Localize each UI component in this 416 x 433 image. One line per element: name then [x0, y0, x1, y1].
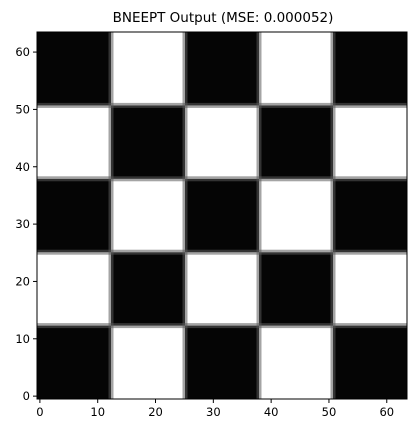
- vertical-edge-band: [330, 32, 336, 399]
- x-tick-label: 10: [90, 405, 105, 419]
- cell-edge-blur: [37, 32, 407, 399]
- heatmap-image: [37, 32, 407, 399]
- heatmap-cell: [185, 105, 259, 179]
- heatmap-cell: [111, 32, 185, 106]
- horizontal-edge-band: [37, 176, 407, 182]
- chart-title: BNEEPT Output (MSE: 0.000052): [113, 10, 334, 26]
- y-tick-label: 60: [15, 45, 30, 59]
- heatmap-cell: [185, 178, 259, 253]
- heatmap-cell: [111, 252, 185, 326]
- y-tick-label: 20: [15, 274, 30, 288]
- heatmap-cell: [185, 325, 259, 399]
- heatmap-cell: [111, 325, 185, 399]
- heatmap-cell: [333, 325, 407, 399]
- heatmap-cell: [111, 105, 185, 179]
- x-tick-label: 20: [148, 405, 163, 419]
- heatmap-cell: [37, 325, 111, 399]
- plot-frame: [36, 31, 408, 400]
- x-axis: 0 10 20 30 40 50 60: [36, 399, 394, 419]
- x-tick-label: 0: [36, 405, 43, 419]
- x-tick-label: 30: [206, 405, 221, 419]
- y-tick-label: 10: [15, 332, 30, 346]
- x-tick-label: 50: [322, 405, 337, 419]
- heatmap-cell: [333, 178, 407, 253]
- heatmap-cell: [333, 32, 407, 106]
- heatmap-cell: [185, 252, 259, 326]
- heatmap-cell: [259, 325, 333, 399]
- y-tick-label: 0: [23, 389, 30, 403]
- vertical-edge-band: [108, 32, 114, 399]
- heatmap-cell: [333, 105, 407, 179]
- y-axis: 0 10 20 30 40 50 60: [15, 45, 37, 403]
- x-tick-label: 40: [264, 405, 279, 419]
- heatmap-cell: [37, 105, 111, 179]
- y-tick-label: 30: [15, 217, 30, 231]
- vertical-edge-band: [182, 32, 188, 399]
- heatmap-cell: [333, 252, 407, 326]
- y-tick-label: 50: [15, 102, 30, 116]
- heatmap-cell: [37, 252, 111, 326]
- heatmap-cell: [259, 32, 333, 106]
- x-tick-label: 60: [379, 405, 394, 419]
- horizontal-edge-band: [37, 249, 407, 255]
- horizontal-edge-band: [37, 323, 407, 329]
- heatmap-cell: [111, 178, 185, 253]
- heatmap-cell: [259, 252, 333, 326]
- heatmap-cell: [37, 178, 111, 253]
- heatmap-cell: [185, 32, 259, 106]
- y-tick-label: 40: [15, 160, 30, 174]
- vertical-edge-band: [256, 32, 262, 399]
- heatmap-cell: [259, 178, 333, 253]
- heatmap-cell: [37, 32, 111, 106]
- heatmap-cell: [259, 105, 333, 179]
- horizontal-edge-band: [37, 102, 407, 108]
